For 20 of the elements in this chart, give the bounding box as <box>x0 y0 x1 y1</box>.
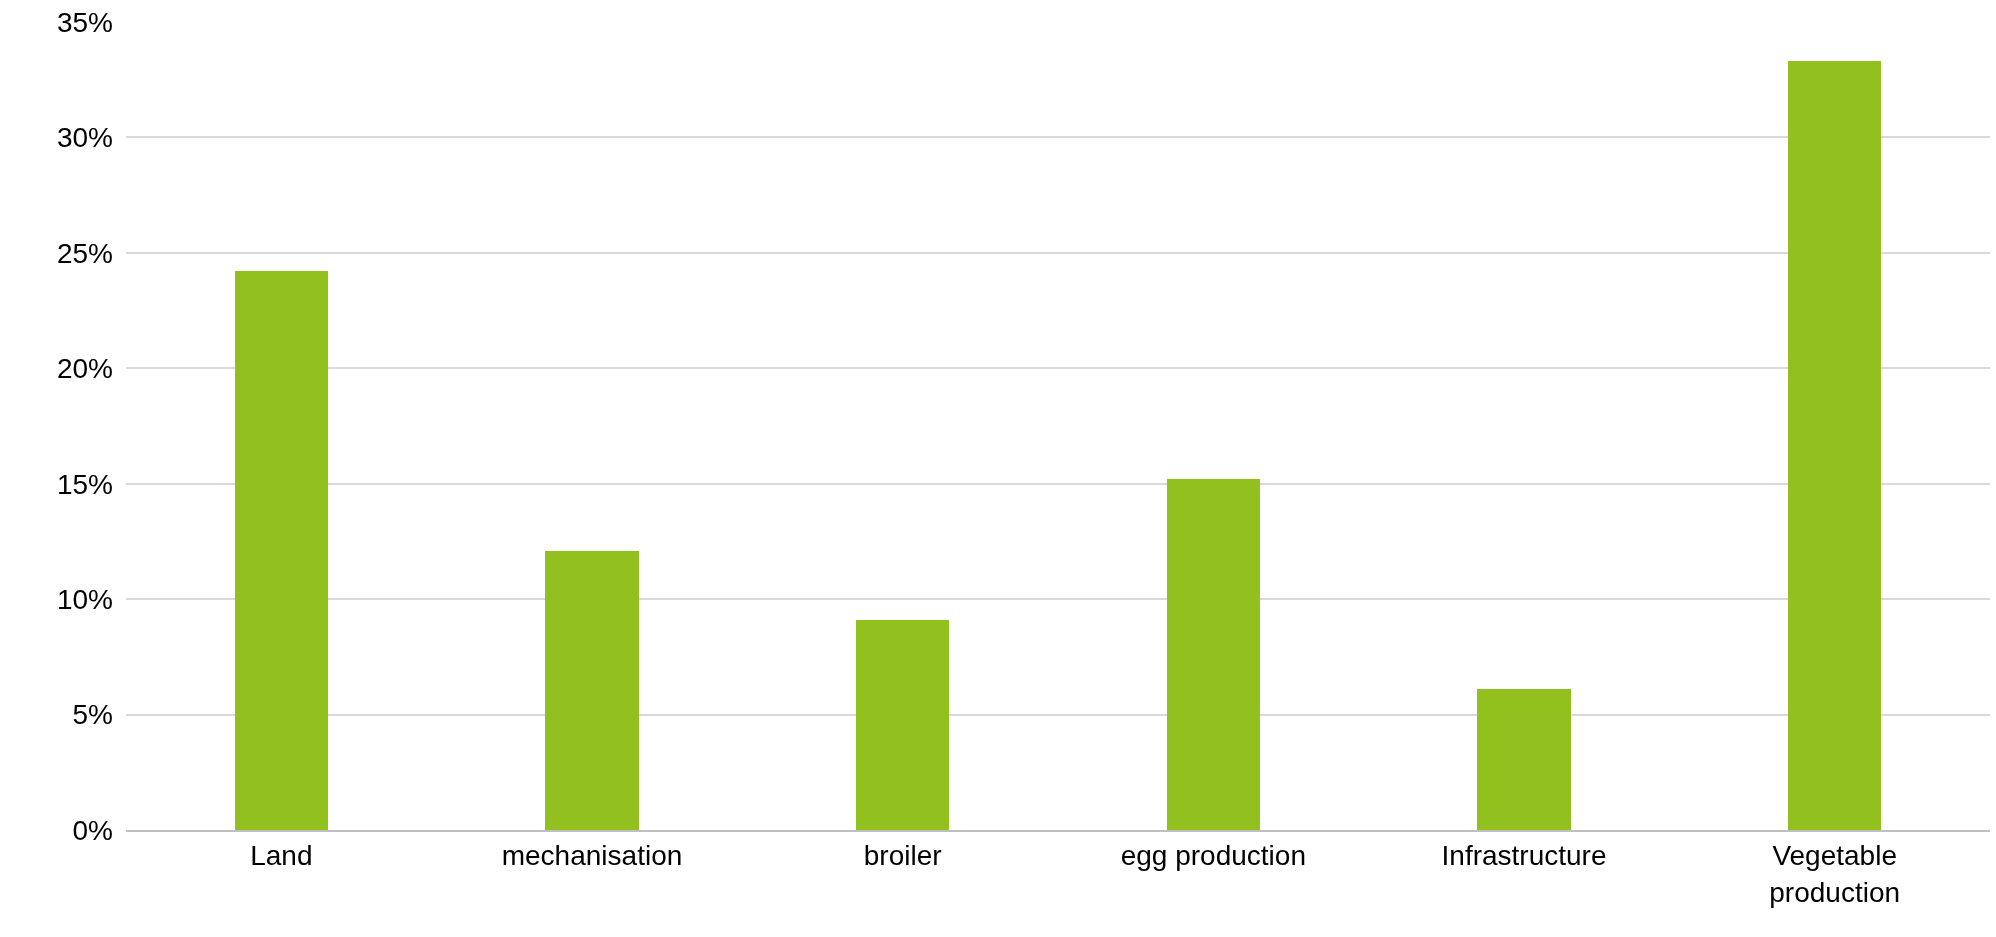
y-tick-label: 30% <box>56 122 113 154</box>
x-tick-label: mechanisation <box>501 840 683 872</box>
bar <box>1788 61 1881 830</box>
y-tick-label: 10% <box>56 583 113 615</box>
y-tick-label: 35% <box>56 6 113 38</box>
y-tick-label: 5% <box>72 699 113 731</box>
x-tick-label: Land <box>250 840 313 872</box>
x-tick-label: Infrastructure <box>1441 840 1607 872</box>
y-tick-label: 25% <box>56 237 113 269</box>
bar <box>1477 689 1571 830</box>
bar <box>1167 479 1260 830</box>
y-tick-label: 20% <box>56 353 113 385</box>
y-tick-label: 15% <box>56 468 113 500</box>
x-tick-label: Vegetable production <box>1769 840 1901 908</box>
bar <box>545 551 639 830</box>
x-tick-label: egg production <box>1120 840 1306 872</box>
x-tick-label: broiler <box>863 840 942 872</box>
bar <box>856 620 949 830</box>
y-tick-label: 0% <box>72 814 113 846</box>
bar <box>235 271 328 830</box>
